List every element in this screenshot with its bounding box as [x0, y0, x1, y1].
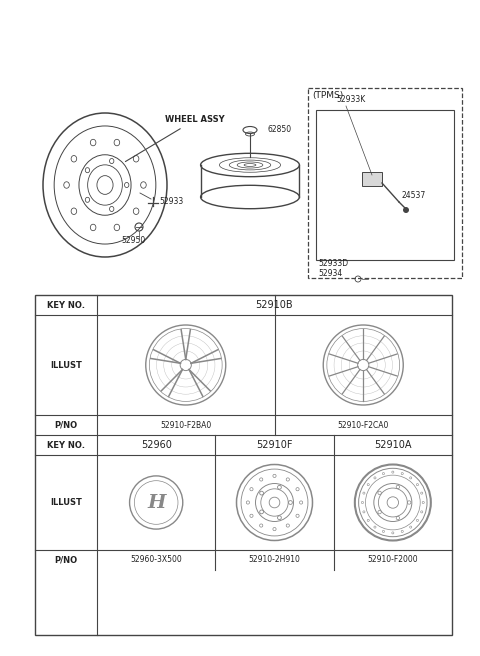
Text: ILLUST: ILLUST: [50, 361, 82, 369]
Text: 52960-3X500: 52960-3X500: [130, 556, 182, 565]
Text: 52910F: 52910F: [256, 440, 293, 450]
Text: 52910-F2000: 52910-F2000: [368, 556, 418, 565]
Bar: [316, 110, 454, 260]
Text: 52933D: 52933D: [318, 259, 348, 268]
Text: 52960: 52960: [141, 440, 172, 450]
Text: 24537: 24537: [401, 191, 425, 200]
Text: ILLUST: ILLUST: [50, 498, 82, 507]
Text: 52910B: 52910B: [256, 300, 293, 310]
Text: 52910-F2CA0: 52910-F2CA0: [337, 420, 389, 430]
Circle shape: [403, 207, 409, 213]
Bar: [35, 295, 452, 635]
Text: WHEEL ASSY: WHEEL ASSY: [125, 115, 225, 161]
Text: 62850: 62850: [268, 125, 292, 134]
Text: 52933K: 52933K: [336, 95, 365, 104]
Text: H: H: [147, 493, 165, 512]
Text: P/NO: P/NO: [54, 420, 78, 430]
Text: P/NO: P/NO: [54, 556, 78, 565]
Bar: [308, 88, 462, 278]
Text: (TPMS): (TPMS): [312, 91, 343, 100]
Text: 52910A: 52910A: [374, 440, 411, 450]
Text: 52933: 52933: [159, 197, 183, 207]
Text: KEY NO.: KEY NO.: [47, 300, 85, 310]
Text: 52934: 52934: [318, 269, 342, 278]
Text: 52950: 52950: [121, 236, 145, 245]
Text: KEY NO.: KEY NO.: [47, 440, 85, 449]
Text: 52910-2H910: 52910-2H910: [249, 556, 300, 565]
Bar: [362, 172, 382, 186]
Text: 52910-F2BA0: 52910-F2BA0: [160, 420, 211, 430]
